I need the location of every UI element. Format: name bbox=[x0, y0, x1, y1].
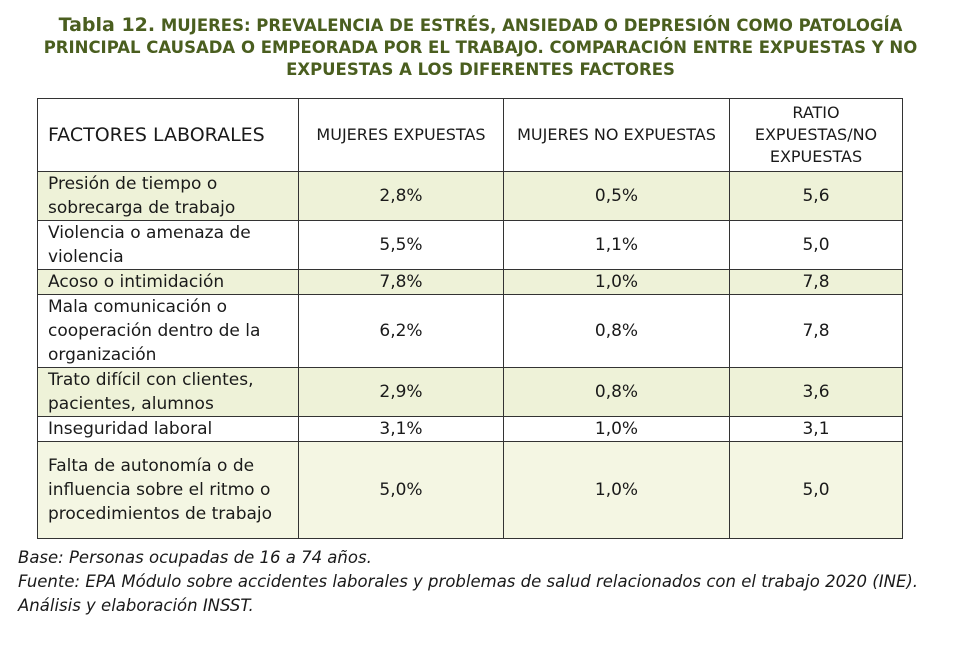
row-ratio: 3,6 bbox=[729, 367, 903, 417]
row-expuestas: 2,9% bbox=[298, 367, 504, 417]
header-no-expuestas: MUJERES NO EXPUESTAS bbox=[503, 98, 730, 172]
table-row: Trato difícil con clientes, pacientes, a… bbox=[37, 367, 903, 417]
table-row: Mala comunicación o cooperación dentro d… bbox=[37, 294, 903, 368]
row-factor: Trato difícil con clientes, pacientes, a… bbox=[37, 367, 299, 417]
row-no-expuestas: 1,1% bbox=[503, 220, 730, 270]
footnotes: Base: Personas ocupadas de 16 a 74 años.… bbox=[18, 546, 948, 618]
factors-table: FACTORES LABORALES MUJERES EXPUESTAS MUJ… bbox=[37, 98, 903, 539]
header-factores: FACTORES LABORALES bbox=[37, 98, 299, 172]
row-ratio: 5,0 bbox=[729, 441, 903, 539]
table-row: Violencia o amenaza de violencia 5,5% 1,… bbox=[37, 220, 903, 270]
row-expuestas: 5,0% bbox=[298, 441, 504, 539]
row-no-expuestas: 0,8% bbox=[503, 367, 730, 417]
header-ratio: RATIO EXPUESTAS/NO EXPUESTAS bbox=[729, 98, 903, 172]
row-factor: Acoso o intimidación bbox=[37, 269, 299, 295]
table-title: Tabla 12. MUJERES: PREVALENCIA DE ESTRÉS… bbox=[20, 14, 941, 81]
row-factor: Presión de tiempo o sobrecarga de trabaj… bbox=[37, 171, 299, 221]
table-title-lead: Tabla 12. bbox=[58, 14, 156, 36]
row-ratio: 3,1 bbox=[729, 416, 903, 442]
row-no-expuestas: 1,0% bbox=[503, 269, 730, 295]
row-ratio: 5,6 bbox=[729, 171, 903, 221]
row-expuestas: 2,8% bbox=[298, 171, 504, 221]
row-no-expuestas: 1,0% bbox=[503, 416, 730, 442]
table-header-row: FACTORES LABORALES MUJERES EXPUESTAS MUJ… bbox=[37, 98, 903, 172]
row-factor: Falta de autonomía o de influencia sobre… bbox=[37, 441, 299, 539]
footnote-source: Fuente: EPA Módulo sobre accidentes labo… bbox=[18, 572, 919, 615]
table-title-text: MUJERES: PREVALENCIA DE ESTRÉS, ANSIEDAD… bbox=[43, 16, 918, 79]
row-ratio: 7,8 bbox=[729, 269, 903, 295]
row-ratio: 7,8 bbox=[729, 294, 903, 368]
table-row: Presión de tiempo o sobrecarga de trabaj… bbox=[37, 171, 903, 221]
footnote-base: Base: Personas ocupadas de 16 a 74 años. bbox=[18, 548, 372, 567]
table-row: Acoso o intimidación 7,8% 1,0% 7,8 bbox=[37, 269, 903, 295]
row-factor: Mala comunicación o cooperación dentro d… bbox=[37, 294, 299, 368]
row-ratio: 5,0 bbox=[729, 220, 903, 270]
row-expuestas: 7,8% bbox=[298, 269, 504, 295]
row-expuestas: 3,1% bbox=[298, 416, 504, 442]
row-no-expuestas: 0,8% bbox=[503, 294, 730, 368]
row-no-expuestas: 1,0% bbox=[503, 441, 730, 539]
row-factor: Violencia o amenaza de violencia bbox=[37, 220, 299, 270]
header-expuestas: MUJERES EXPUESTAS bbox=[298, 98, 504, 172]
row-no-expuestas: 0,5% bbox=[503, 171, 730, 221]
table-row: Inseguridad laboral 3,1% 1,0% 3,1 bbox=[37, 416, 903, 442]
table-row: Falta de autonomía o de influencia sobre… bbox=[37, 441, 903, 539]
row-factor: Inseguridad laboral bbox=[37, 416, 299, 442]
row-expuestas: 6,2% bbox=[298, 294, 504, 368]
row-expuestas: 5,5% bbox=[298, 220, 504, 270]
